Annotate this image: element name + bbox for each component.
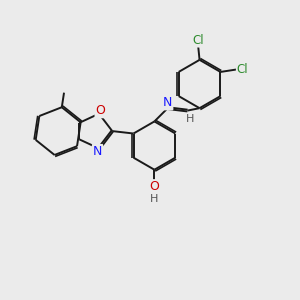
Text: O: O [149, 180, 159, 193]
Text: O: O [95, 104, 105, 117]
Text: H: H [186, 114, 195, 124]
Text: H: H [150, 194, 159, 204]
Text: Cl: Cl [192, 34, 204, 46]
Text: Cl: Cl [237, 63, 248, 76]
Text: N: N [163, 96, 172, 110]
Text: N: N [93, 145, 102, 158]
